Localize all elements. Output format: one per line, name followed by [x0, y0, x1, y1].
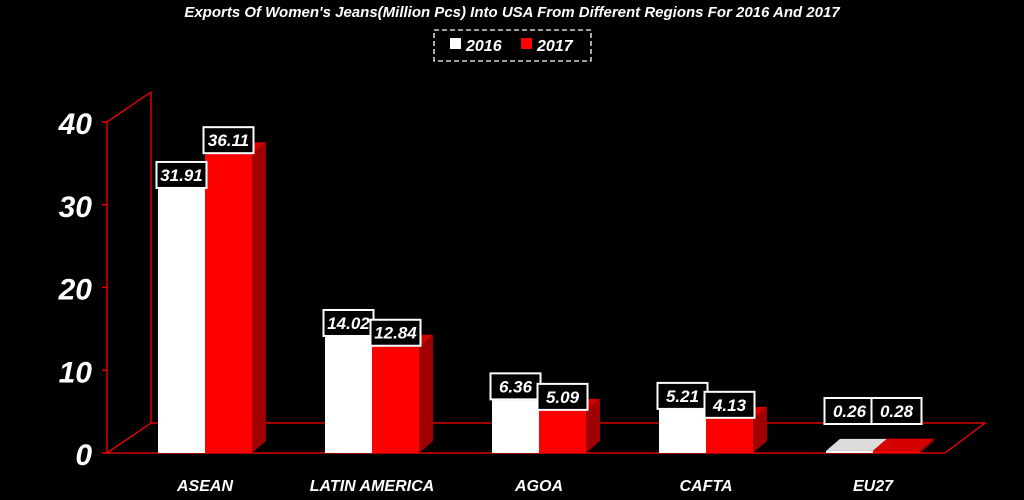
data-label-text: 14.02 [327, 314, 370, 333]
bar-side [753, 406, 767, 453]
data-label-text: 6.36 [499, 377, 533, 396]
legend-swatch-2017 [521, 38, 532, 49]
data-label-text: 5.21 [666, 387, 699, 406]
data-label-text: 5.09 [546, 388, 580, 407]
data-label-box [202, 126, 255, 155]
y-tick-label: 10 [59, 356, 93, 389]
y-tick-label: 30 [59, 191, 93, 224]
data-label-box [536, 382, 589, 411]
data-label: 6.36 [489, 372, 542, 401]
bar-front [492, 400, 539, 453]
data-label-text: 36.11 [208, 131, 249, 150]
data-label-box [155, 160, 208, 189]
chart-title: Exports Of Women's Jeans(Million Pcs) In… [184, 4, 840, 21]
bar-front [826, 450, 873, 453]
data-label: 36.11 [202, 126, 255, 155]
x-category-label: EU27 [853, 478, 894, 495]
bar-front [539, 410, 586, 453]
bar-front [372, 346, 419, 453]
data-label: 5.09 [536, 382, 589, 411]
data-label: 31.91 [155, 160, 208, 189]
y-tick-label: 20 [58, 274, 93, 307]
data-label-box [369, 318, 422, 347]
data-label-box [489, 372, 542, 401]
bar-2017 [372, 334, 433, 453]
legend: 2016 2017 [433, 29, 592, 62]
y-tick-label: 40 [58, 108, 93, 141]
bar-2017 [873, 438, 934, 453]
data-label-box [870, 397, 923, 425]
data-label: 12.84 [369, 318, 422, 347]
bar-side [419, 334, 433, 453]
y-axis-ticks: 0 10 20 30 40 [58, 108, 107, 472]
bar-2017 [205, 142, 266, 453]
data-label-text: 4.13 [712, 396, 747, 415]
bar-side [252, 142, 266, 453]
bar-front [659, 409, 706, 453]
data-label-text: 0.26 [833, 402, 867, 421]
legend-label-2016: 2016 [465, 38, 502, 55]
data-label: 5.21 [656, 381, 709, 410]
data-label-box [322, 308, 375, 337]
x-category-label: LATIN AMERICA [310, 478, 434, 495]
legend-label-2017: 2017 [536, 38, 574, 55]
data-label-box [703, 390, 756, 419]
data-label-text: 12.84 [374, 324, 417, 343]
bar-side [920, 438, 934, 453]
y-tick-label: 0 [75, 439, 92, 472]
data-label: 4.13 [703, 390, 756, 419]
legend-swatch-2016 [450, 38, 461, 49]
bar-top [873, 438, 934, 451]
x-category-label: CAFTA [679, 478, 732, 495]
bar-front [205, 154, 252, 453]
bar-front [873, 450, 920, 453]
bar-side [586, 398, 600, 453]
data-label-text: 31.91 [160, 166, 203, 185]
data-label: 0.28 [870, 397, 923, 425]
data-label: 14.02 [322, 308, 375, 337]
data-label-text: 0.28 [880, 402, 914, 421]
bar-front [325, 336, 372, 453]
x-category-label: ASEAN [176, 478, 233, 495]
data-label: 0.26 [823, 397, 876, 425]
bar-front [158, 188, 205, 453]
bar-front [706, 418, 753, 453]
x-category-label: AGOA [514, 478, 563, 495]
x-axis-categories: ASEAN LATIN AMERICA AGOA CAFTA EU27 [176, 478, 894, 495]
legend-border [433, 29, 592, 62]
data-label-box [656, 381, 709, 410]
back-wall-top-edge [106, 91, 152, 123]
bar-top [826, 438, 887, 451]
